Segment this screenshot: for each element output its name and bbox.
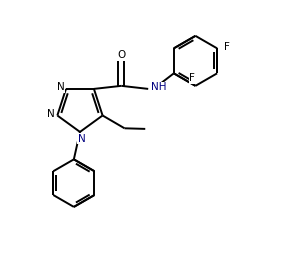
Text: N: N bbox=[47, 109, 54, 119]
Text: N: N bbox=[57, 82, 64, 92]
Text: F: F bbox=[189, 73, 195, 83]
Text: NH: NH bbox=[151, 82, 167, 92]
Text: F: F bbox=[224, 42, 230, 52]
Text: O: O bbox=[117, 50, 125, 60]
Text: N: N bbox=[78, 134, 85, 144]
